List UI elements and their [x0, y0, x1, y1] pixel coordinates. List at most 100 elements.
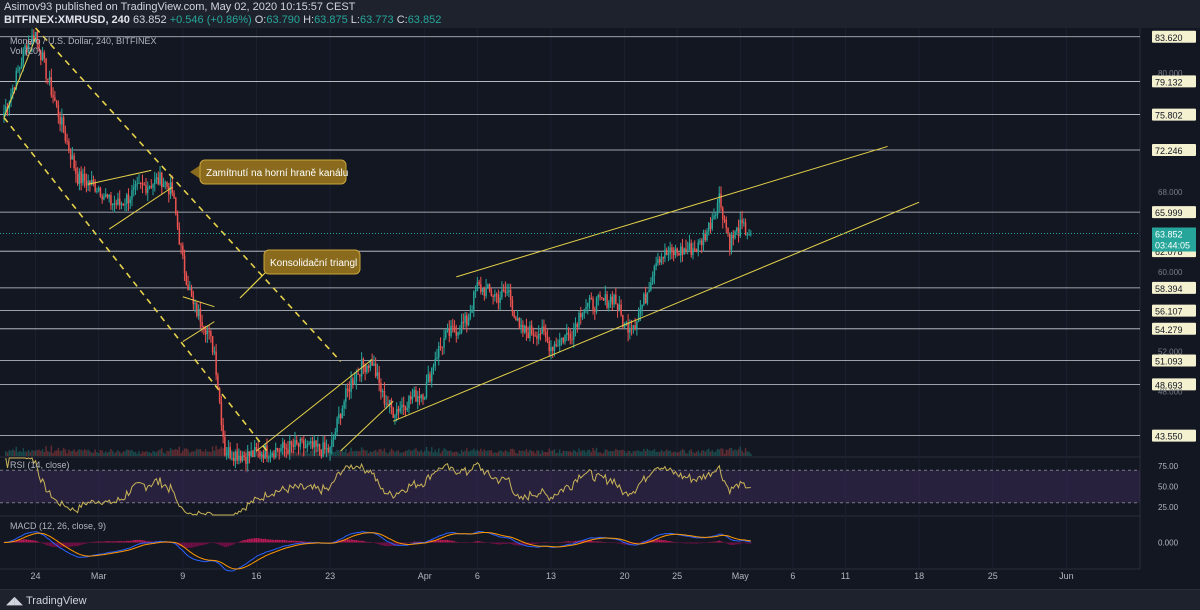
volume-bar — [734, 449, 736, 456]
candle — [466, 315, 468, 326]
macd-histogram-bar — [481, 541, 484, 543]
candle — [679, 246, 682, 256]
price-level-value: 48.693 — [1155, 380, 1183, 390]
candle — [406, 408, 408, 411]
macd-histogram-bar — [630, 542, 633, 545]
macd-histogram-bar — [99, 541, 102, 543]
macd-histogram-bar — [653, 539, 656, 543]
macd-histogram-bar — [215, 542, 217, 544]
time-axis-tick: Mar — [91, 571, 107, 581]
macd-histogram-bar — [583, 540, 586, 543]
volume-bar — [206, 451, 209, 456]
macd-histogram-bar — [693, 542, 696, 544]
volume-bar — [27, 449, 30, 456]
candle — [420, 394, 422, 399]
macd-histogram-bar — [618, 542, 621, 544]
volume-bar — [364, 450, 366, 456]
macd-histogram-bar — [385, 542, 387, 547]
volume-bar — [602, 452, 605, 456]
candle — [246, 451, 249, 464]
volume-bar — [665, 449, 668, 456]
candle — [217, 375, 219, 389]
volume-bar — [162, 452, 165, 456]
tradingview-logo[interactable]: ◢◣ TradingView — [6, 594, 87, 607]
candle — [118, 198, 121, 205]
macd-histogram-bar — [613, 542, 615, 543]
candle — [222, 424, 224, 437]
volume-bar — [681, 449, 684, 456]
candle — [313, 440, 316, 448]
candle — [548, 340, 550, 352]
macd-histogram-bar — [565, 541, 568, 543]
candle — [474, 290, 477, 292]
candle — [83, 173, 86, 182]
candle — [227, 447, 230, 455]
volume-bar — [169, 447, 172, 456]
macd-histogram-bar — [544, 542, 547, 543]
candle — [494, 294, 496, 297]
macd-histogram-bar — [408, 542, 410, 543]
macd-histogram-bar — [255, 538, 258, 543]
volume-bar — [385, 452, 387, 456]
macd-histogram-bar — [357, 540, 359, 543]
volume-bar — [124, 451, 126, 456]
candle — [487, 284, 489, 288]
macd-histogram-bar — [495, 542, 498, 545]
candle — [720, 193, 722, 208]
macd-histogram-bar — [381, 542, 384, 546]
volume-bar — [478, 451, 480, 456]
price-level-tag — [1152, 143, 1196, 156]
volume-bar — [290, 451, 293, 456]
macd-histogram-bar — [353, 540, 356, 543]
macd-histogram-bar — [132, 540, 135, 543]
volume-bar — [578, 448, 580, 456]
time-axis-tick: Jun — [1059, 571, 1074, 581]
macd-histogram-bar — [345, 539, 347, 543]
macd-histogram-bar — [269, 539, 272, 543]
volume-bar — [359, 450, 361, 456]
volume-bar — [573, 449, 575, 456]
candle — [685, 248, 687, 251]
candle — [620, 304, 622, 316]
macd-histogram-bar — [574, 540, 577, 543]
candle — [185, 273, 188, 285]
volume-bar — [416, 450, 419, 456]
candle — [85, 181, 88, 186]
time-axis-tick: 6 — [475, 571, 480, 581]
candle — [639, 308, 642, 314]
volume-bar — [304, 450, 307, 456]
candle — [609, 296, 612, 303]
brand-label: TradingView — [25, 595, 87, 607]
annotation-text: Konsolidační triangl — [270, 258, 357, 269]
macd-histogram-bar — [490, 542, 493, 544]
macd-histogram-bar — [220, 542, 223, 546]
volume-bar — [115, 451, 117, 456]
volume-bar — [366, 450, 368, 456]
volume-bar — [85, 450, 88, 456]
volume-bar — [637, 450, 640, 456]
volume-bar — [76, 450, 79, 456]
macd-histogram-bar — [371, 542, 373, 543]
candle — [243, 455, 245, 457]
macd-histogram-bar — [418, 541, 421, 543]
candle — [457, 332, 459, 336]
volume-bar — [622, 449, 624, 456]
candle — [343, 401, 345, 409]
candle — [376, 372, 379, 377]
volume-bar — [66, 453, 68, 456]
volume-bar — [667, 450, 670, 456]
candle — [113, 203, 116, 205]
macd-histogram-bar — [734, 542, 736, 545]
volume-bar — [695, 451, 698, 456]
candle — [537, 333, 540, 339]
macd-histogram-bar — [550, 542, 552, 544]
price-level-tag — [1152, 75, 1196, 88]
rsi-band — [0, 470, 1140, 503]
macd-histogram-bar — [662, 540, 664, 543]
candle — [481, 287, 484, 293]
candle — [71, 155, 74, 160]
close-label: C: — [396, 14, 408, 26]
macd-histogram-bar — [369, 542, 372, 543]
macd-histogram-bar — [22, 539, 25, 543]
